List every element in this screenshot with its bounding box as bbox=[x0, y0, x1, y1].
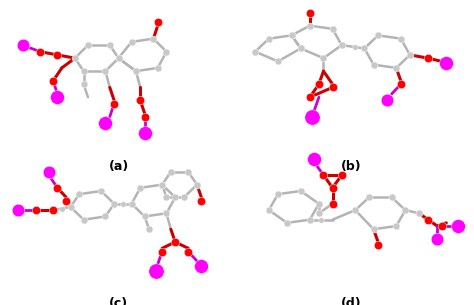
Text: (a): (a) bbox=[109, 160, 128, 173]
Text: (c): (c) bbox=[109, 297, 128, 305]
Text: (b): (b) bbox=[340, 160, 361, 173]
Text: (d): (d) bbox=[340, 297, 361, 305]
